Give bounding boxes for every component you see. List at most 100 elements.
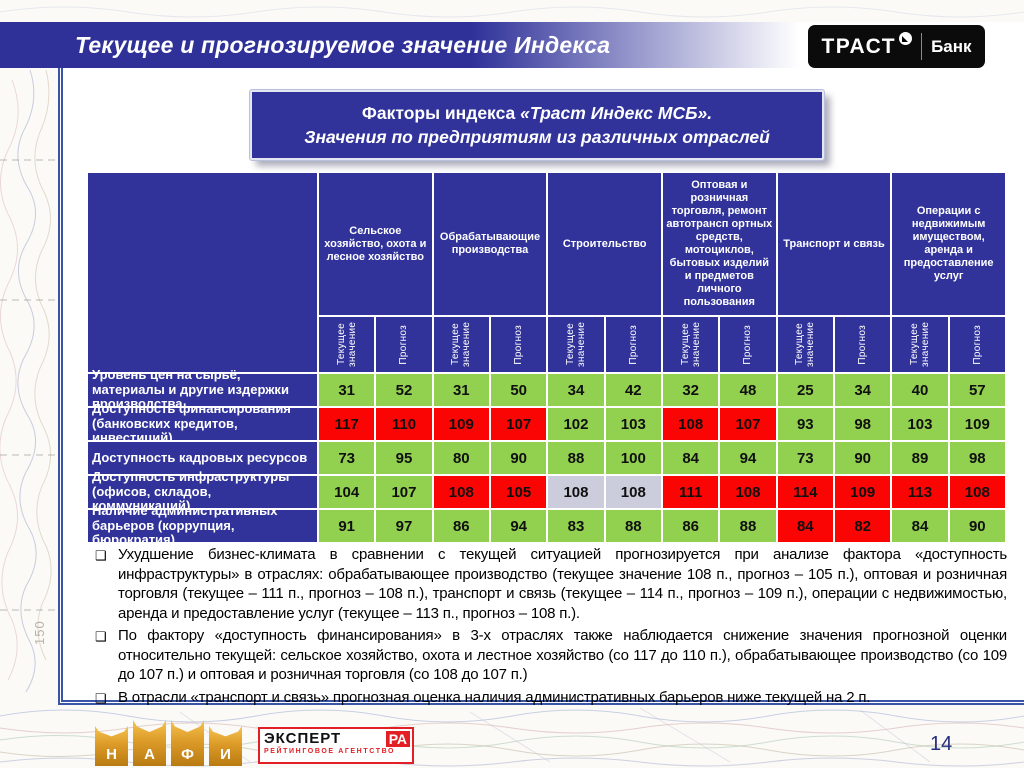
bullet-list: ❑ Ухудшение бизнес-климата в сравнении с … bbox=[95, 545, 1007, 710]
table-corner-cell bbox=[88, 173, 317, 372]
factor-label-5: Наличие административных барьеров (корру… bbox=[88, 504, 317, 547]
subheader-current-6: Текущее значение bbox=[892, 317, 948, 372]
value-cell-r4-c3: 108 bbox=[433, 476, 489, 508]
bullet-square-icon: ❑ bbox=[95, 548, 107, 563]
bullet-item-2: ❑ По фактору «доступность финансирования»… bbox=[95, 626, 1007, 685]
nafi-letter-tile: И bbox=[209, 726, 242, 766]
value-cell-r1-c10: 34 bbox=[834, 374, 891, 406]
value-cell-r1-c9: 25 bbox=[777, 374, 833, 406]
value-cell-r5-c1: 91 bbox=[319, 510, 375, 542]
industry-header-1: Сельское хозяйство, охота и лесное хозяй… bbox=[319, 173, 432, 315]
value-cell-r4-c5: 108 bbox=[548, 476, 604, 508]
value-cell-r5-c6: 88 bbox=[605, 510, 661, 542]
value-cell-r5-c7: 86 bbox=[662, 510, 719, 542]
value-cell-r4-c8: 108 bbox=[720, 476, 776, 508]
value-cell-r1-c7: 32 bbox=[662, 374, 719, 406]
value-cell-r2-c7: 108 bbox=[662, 408, 719, 440]
subheader-current-3: Текущее значение bbox=[548, 317, 604, 372]
bullet-text: Ухудшение бизнес-климата в сравнении с т… bbox=[118, 546, 1007, 622]
value-cell-r5-c2: 97 bbox=[376, 510, 432, 542]
industry-header-3: Строительство bbox=[548, 173, 661, 315]
value-cell-r1-c8: 48 bbox=[720, 374, 776, 406]
subheader-forecast-3: Прогноз bbox=[605, 317, 661, 372]
value-cell-r3-c4: 90 bbox=[490, 442, 547, 474]
value-cell-r4-c12: 108 bbox=[949, 476, 1005, 508]
value-cell-r3-c8: 94 bbox=[720, 442, 776, 474]
expertra-ra-badge: РА bbox=[385, 730, 410, 747]
value-cell-r2-c9: 93 bbox=[777, 408, 833, 440]
value-cell-r3-c9: 73 bbox=[777, 442, 833, 474]
industry-header-6: Операции с недвижимым имуществом, аренда… bbox=[892, 173, 1005, 315]
value-cell-r3-c6: 100 bbox=[605, 442, 661, 474]
value-cell-r5-c10: 82 bbox=[834, 510, 891, 542]
value-cell-r4-c2: 107 bbox=[376, 476, 432, 508]
logo-divider bbox=[921, 33, 923, 60]
bullet-square-icon: ❑ bbox=[95, 629, 107, 644]
value-cell-r4-c10: 109 bbox=[834, 476, 891, 508]
value-cell-r5-c3: 86 bbox=[433, 510, 489, 542]
bullet-item-1: ❑ Ухудшение бизнес-климата в сравнении с … bbox=[95, 545, 1007, 623]
value-cell-r4-c11: 113 bbox=[892, 476, 948, 508]
factor-label-3: Доступность кадровых ресурсов bbox=[88, 442, 317, 474]
factor-label-2: Доступность финансирования (банковских к… bbox=[88, 402, 317, 445]
subheader-current-5: Текущее значение bbox=[777, 317, 833, 372]
subheader-current-2: Текущее значение bbox=[433, 317, 489, 372]
slide-title: Текущее и прогнозируемое значение Индекс… bbox=[75, 31, 611, 58]
value-cell-r3-c3: 80 bbox=[433, 442, 489, 474]
bullet-text: В отрасли «транспорт и связь» прогнозная… bbox=[118, 688, 871, 706]
value-cell-r2-c1: 117 bbox=[319, 408, 375, 440]
value-cell-r1-c11: 40 bbox=[892, 374, 948, 406]
bullet-item-3: ❑ В отрасли «транспорт и связь» прогнозна… bbox=[95, 688, 1007, 708]
value-cell-r4-c7: 111 bbox=[662, 476, 719, 508]
industry-header-4: Оптовая и розничная торговля, ремонт авт… bbox=[662, 173, 776, 315]
value-cell-r5-c12: 90 bbox=[949, 510, 1005, 542]
factors-title-box: Факторы индекса «Траст Индекс МСБ». Знач… bbox=[249, 89, 825, 161]
value-cell-r4-c4: 105 bbox=[490, 476, 547, 508]
map-elevation-label: 150 bbox=[32, 620, 47, 645]
subheader-forecast-4: Прогноз bbox=[720, 317, 776, 372]
value-cell-r4-c6: 108 bbox=[605, 476, 661, 508]
value-cell-r2-c6: 103 bbox=[605, 408, 661, 440]
factors-table: Сельское хозяйство, охота и лесное хозяй… bbox=[88, 173, 1005, 547]
value-cell-r3-c7: 84 bbox=[662, 442, 719, 474]
value-cell-r5-c5: 83 bbox=[548, 510, 604, 542]
value-cell-r2-c10: 98 bbox=[834, 408, 891, 440]
value-cell-r1-c12: 57 bbox=[949, 374, 1005, 406]
industry-header-2: Обрабатывающие производства bbox=[433, 173, 547, 315]
value-cell-r2-c4: 107 bbox=[490, 408, 547, 440]
trust-logo-arrow-icon bbox=[899, 32, 913, 45]
value-cell-r5-c9: 84 bbox=[777, 510, 833, 542]
bullet-square-icon: ❑ bbox=[95, 690, 107, 706]
value-cell-r3-c11: 89 bbox=[892, 442, 948, 474]
value-cell-r3-c2: 95 bbox=[376, 442, 432, 474]
subheader-forecast-6: Прогноз bbox=[949, 317, 1005, 372]
bullet-text: По фактору «доступность финансирования» … bbox=[118, 627, 1007, 683]
value-cell-r3-c1: 73 bbox=[319, 442, 375, 474]
expertra-subtitle: РЕЙТИНГОВОЕ АГЕНТСТВО bbox=[264, 748, 396, 755]
page-number: 14 bbox=[930, 733, 953, 755]
expertra-name: ЭКСПЕРТ bbox=[264, 730, 342, 747]
subheader-forecast-1: Прогноз bbox=[376, 317, 432, 372]
subheader-forecast-5: Прогноз bbox=[834, 317, 891, 372]
value-cell-r5-c8: 88 bbox=[720, 510, 776, 542]
value-cell-r1-c6: 42 bbox=[605, 374, 661, 406]
trust-logo-bank: Банк bbox=[931, 36, 972, 56]
value-cell-r4-c1: 104 bbox=[319, 476, 375, 508]
trust-bank-logo: ТРАСТ Банк bbox=[808, 25, 985, 68]
expertra-logo: ЭКСПЕРТ РА РЕЙТИНГОВОЕ АГЕНТСТВО bbox=[258, 727, 414, 764]
subheader-current-4: Текущее значение bbox=[662, 317, 719, 372]
value-cell-r3-c12: 98 bbox=[949, 442, 1005, 474]
factor-label-1: Уровень цен на сырьё, материалы и другие… bbox=[88, 368, 317, 411]
trust-logo-brand: ТРАСТ bbox=[821, 34, 897, 58]
value-cell-r5-c4: 94 bbox=[490, 510, 547, 542]
value-cell-r3-c5: 88 bbox=[548, 442, 604, 474]
value-cell-r2-c3: 109 bbox=[433, 408, 489, 440]
nafi-letter-tile: Ф bbox=[171, 720, 204, 766]
factors-title-line1: Факторы индекса «Траст Индекс МСБ». bbox=[361, 103, 713, 123]
value-cell-r2-c2: 110 bbox=[376, 408, 432, 440]
nafi-letter-tile: Н bbox=[95, 726, 128, 766]
nafi-letter-tile: А bbox=[133, 720, 166, 766]
value-cell-r5-c11: 84 bbox=[892, 510, 948, 542]
value-cell-r3-c10: 90 bbox=[834, 442, 891, 474]
value-cell-r1-c3: 31 bbox=[433, 374, 489, 406]
